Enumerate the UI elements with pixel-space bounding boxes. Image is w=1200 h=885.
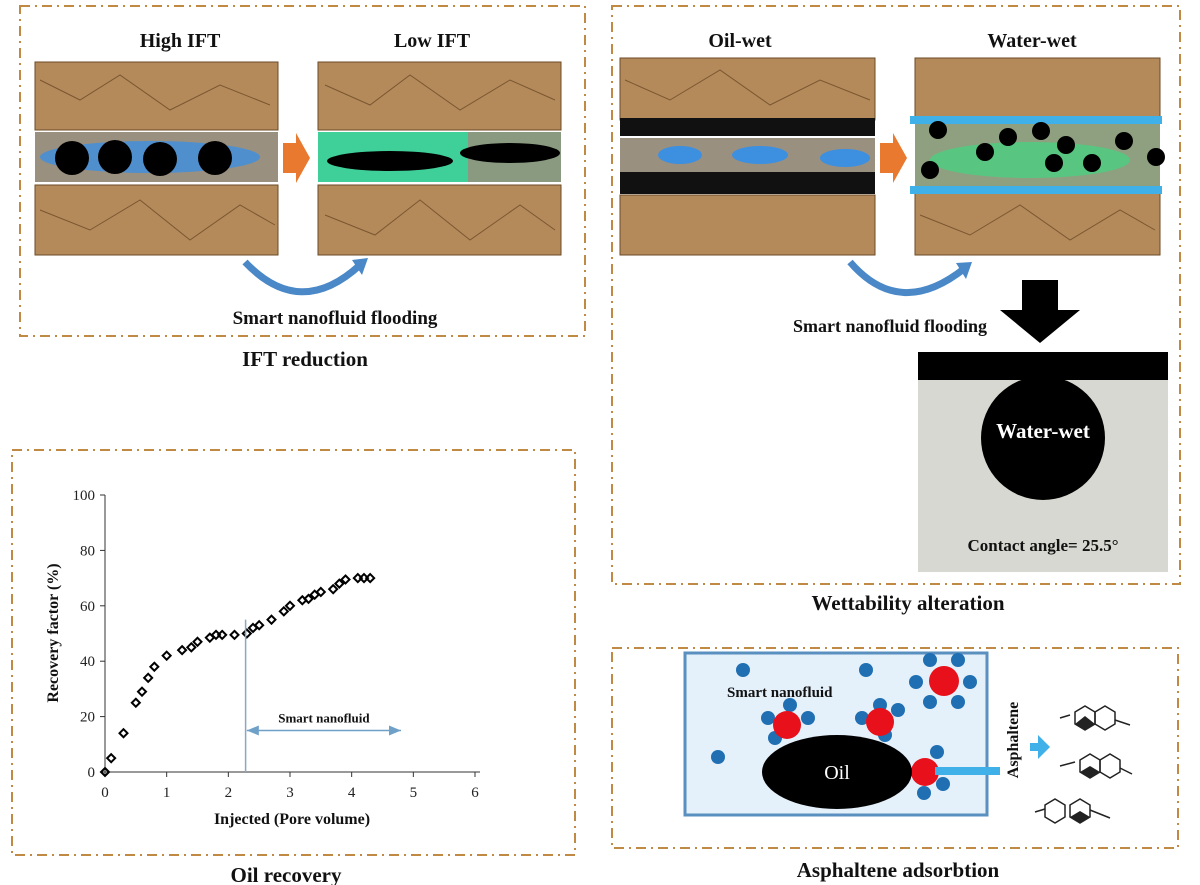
x-tick-label: 2 — [225, 785, 233, 801]
oil-recovery-caption: Oil recovery — [231, 863, 342, 885]
x-tick-label: 3 — [286, 785, 294, 801]
down-arrow-icon — [1000, 280, 1080, 343]
data-point — [278, 605, 290, 617]
transition-arrow-icon — [283, 133, 310, 183]
low-ift-label: Low IFT — [394, 30, 471, 52]
high-ift-pore — [34, 61, 279, 256]
data-point — [99, 766, 111, 778]
data-point — [284, 600, 296, 612]
data-point — [130, 697, 142, 709]
oil-label: Oil — [824, 762, 850, 784]
y-tick-label: 40 — [80, 654, 95, 670]
asphaltene-panel: Smart nanofluid Oil Asphaltene Asphalten… — [611, 647, 1179, 882]
data-point — [148, 661, 160, 673]
data-point — [340, 574, 351, 585]
data-point — [136, 686, 148, 698]
ift-process-label: Smart nanofluid flooding — [233, 308, 438, 329]
nanoparticles — [711, 653, 977, 800]
asphaltene-panel-frame — [611, 647, 1179, 849]
x-tick-label: 0 — [101, 785, 109, 801]
data-point — [118, 727, 129, 739]
ift-panel-frame — [19, 5, 586, 337]
y-tick-label: 80 — [80, 543, 95, 559]
asphaltene-caption: Asphaltene adsorbtion — [797, 858, 1000, 882]
y-tick-label: 20 — [80, 710, 95, 726]
high-ift-label: High IFT — [140, 30, 221, 52]
y-axis-label: Recovery factor (%) — [45, 563, 62, 702]
arrow-left-head — [246, 725, 259, 736]
smart-nanofluid-label: Smart nanofluid — [727, 685, 833, 701]
data-point — [315, 586, 327, 598]
smart-nanofluid-annotation: Smart nanofluid — [278, 710, 370, 725]
water-wet-pore — [910, 57, 1165, 256]
oil-droplet — [762, 735, 912, 809]
contact-angle-image: Water-wet Contact angle= 25.5° — [918, 352, 1168, 572]
flooding-arrow-icon — [242, 259, 363, 296]
right-arrow-icon — [1030, 735, 1050, 759]
data-point — [216, 629, 228, 641]
contact-angle-value: Contact angle= 25.5° — [967, 536, 1118, 555]
data-point — [161, 650, 173, 662]
wettability-process-label: Smart nanofluid flooding — [793, 316, 987, 336]
data-point — [333, 578, 345, 590]
transition-arrow-icon — [880, 133, 907, 183]
flooding-arrow-icon — [847, 259, 968, 297]
water-wet-label: Water-wet — [987, 30, 1077, 52]
x-tick-label: 5 — [410, 785, 418, 801]
wettability-panel: Oil-wet Water-wet Smart nanofluid floo — [611, 5, 1181, 615]
asphaltene-label: Asphaltene — [1005, 702, 1022, 778]
asphaltene-particles — [773, 666, 959, 786]
arrow-right-head — [389, 725, 401, 736]
oil-wet-label: Oil-wet — [708, 30, 772, 52]
data-point — [192, 636, 203, 648]
data-point — [229, 629, 240, 641]
data-point — [364, 572, 376, 584]
data-point — [266, 614, 277, 626]
data-point — [327, 583, 339, 595]
data-point — [241, 628, 253, 639]
y-tick-label: 60 — [80, 599, 95, 615]
data-point — [105, 752, 117, 764]
ift-caption: IFT reduction — [242, 347, 368, 371]
data-point — [185, 641, 197, 653]
oil-wet-pore — [619, 57, 876, 256]
x-tick-label: 4 — [348, 785, 356, 801]
wettability-caption: Wettability alteration — [811, 591, 1004, 615]
low-ift-pore — [317, 61, 562, 256]
y-tick-label: 100 — [73, 488, 96, 504]
data-point — [253, 619, 265, 631]
data-point — [176, 644, 188, 656]
x-axis-label: Injected (Pore volume) — [214, 811, 370, 828]
data-point — [142, 672, 154, 684]
droplet-label: Water-wet — [996, 419, 1090, 443]
wettability-panel-frame — [611, 5, 1181, 585]
y-tick-label: 0 — [88, 765, 96, 781]
adsorption-arrow — [935, 767, 1000, 775]
data-point — [303, 593, 314, 605]
x-tick-label: 1 — [163, 785, 171, 801]
ift-panel: High IFT Low IFT Smart nanofluid floodin… — [19, 5, 586, 371]
x-tick-label: 6 — [471, 785, 479, 801]
